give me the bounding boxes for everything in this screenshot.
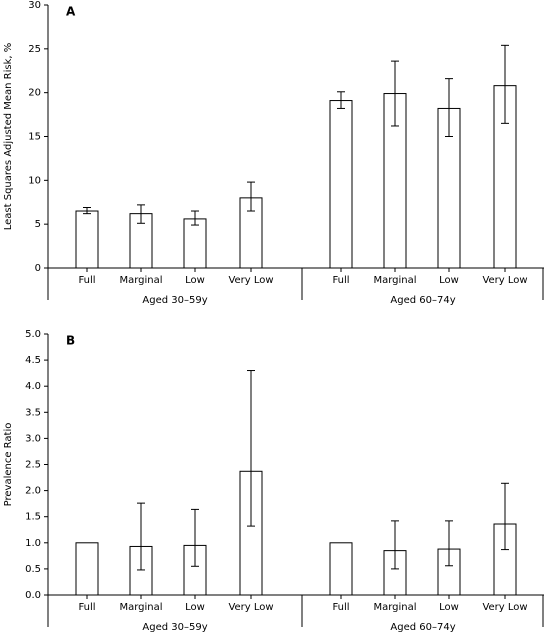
x-tick-label: Full — [78, 602, 95, 613]
y-tick-label: 0 — [35, 263, 41, 274]
x-tick-label: Very Low — [228, 275, 273, 286]
y-tick-label: 15 — [28, 132, 41, 143]
panel-label: A — [66, 5, 76, 19]
y-tick-label: 5.0 — [25, 329, 41, 340]
x-tick-label: Marginal — [119, 275, 162, 286]
group-label: Aged 30–59y — [142, 622, 207, 633]
y-tick-label: 0.0 — [25, 590, 41, 601]
y-tick-label: 4.5 — [25, 355, 41, 366]
y-tick-label: 3.0 — [25, 433, 41, 444]
group-label: Aged 30–59y — [142, 295, 207, 306]
x-tick-label: Full — [78, 275, 95, 286]
y-tick-label: 10 — [28, 175, 41, 186]
bar — [329, 542, 353, 596]
y-tick-label: 4.0 — [25, 381, 41, 392]
bar — [329, 100, 353, 269]
x-tick-label: Marginal — [119, 602, 162, 613]
x-tick-label: Full — [332, 275, 349, 286]
y-tick-label: 3.5 — [25, 407, 41, 418]
x-tick-label: Low — [439, 602, 459, 613]
bar — [75, 210, 99, 269]
panel-a: A 0 5 10 15 20 25 30 Least Squares Adjusted Mean… — [3, 0, 544, 306]
bar — [183, 218, 207, 269]
y-tick-label: 2.0 — [25, 486, 41, 497]
group-label: Aged 60–74y — [390, 295, 455, 306]
y-tick-label: 20 — [28, 88, 41, 99]
x-tick-label: Low — [185, 275, 205, 286]
y-axis-label: Least Squares Adjusted Mean Risk, % — [3, 43, 14, 231]
x-tick-label: Low — [439, 275, 459, 286]
x-tick-label: Very Low — [228, 602, 273, 613]
x-tick-label: Full — [332, 602, 349, 613]
x-tick-label: Marginal — [373, 602, 416, 613]
y-axis-label: Prevalence Ratio — [3, 423, 14, 507]
group-label: Aged 60–74y — [390, 622, 455, 633]
x-tick-label: Marginal — [373, 275, 416, 286]
panel-label: B — [66, 334, 75, 348]
x-tick-label: Very Low — [482, 602, 527, 613]
x-tick-label: Very Low — [482, 275, 527, 286]
y-tick-label: 2.5 — [25, 460, 41, 471]
y-tick-label: 25 — [28, 44, 41, 55]
x-tick-label: Low — [185, 602, 205, 613]
bar — [75, 542, 99, 596]
panel-b: B 0.0 0.5 1.0 1.5 2.0 2.5 3.0 3.5 4.0 4.5 5.0 Preval… — [3, 329, 544, 633]
y-tick-label: 1.5 — [25, 512, 41, 523]
y-tick-label: 5 — [35, 219, 41, 230]
y-tick-label: 1.0 — [25, 538, 41, 549]
y-tick-label: 30 — [28, 0, 41, 11]
y-tick-label: 0.5 — [25, 564, 41, 575]
